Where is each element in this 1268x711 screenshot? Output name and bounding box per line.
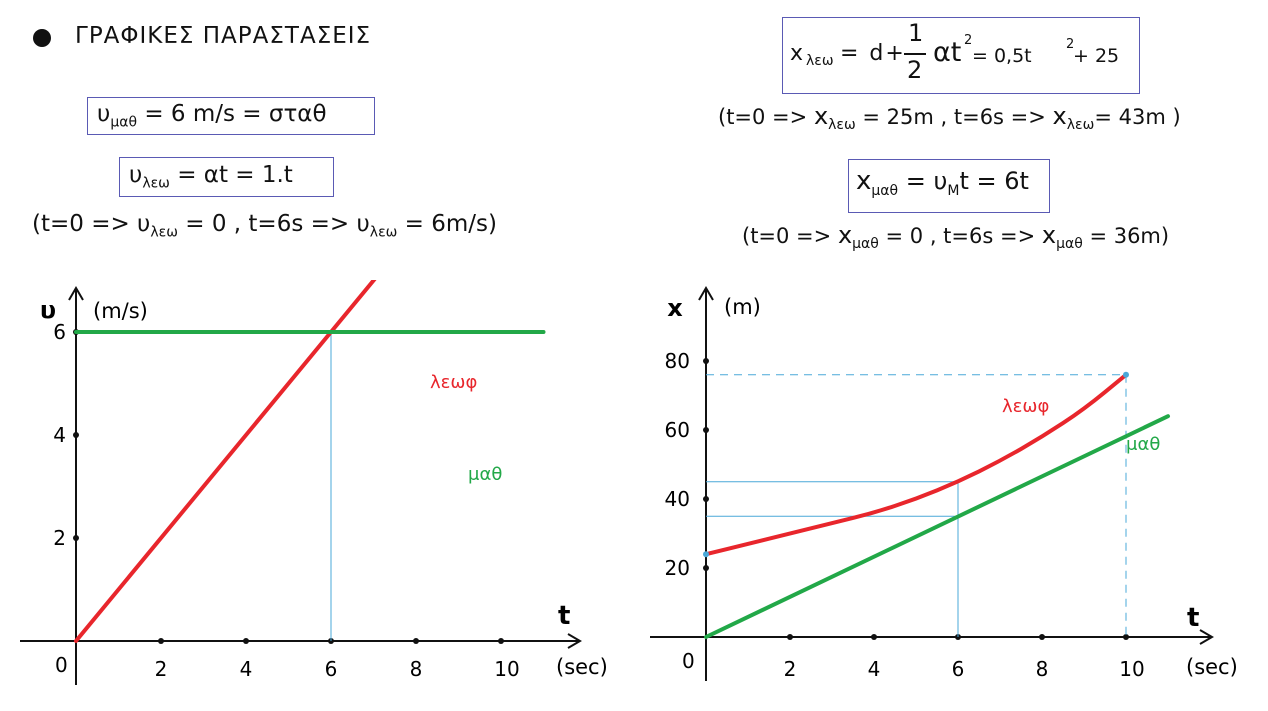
x-tick-label: 10 [1119, 657, 1144, 681]
x-tick-mark [1039, 634, 1045, 640]
y-tick-label: 2 [53, 526, 66, 550]
x-tick-label: 0 [55, 653, 68, 677]
eq-x-math: xμαθ = υΜt = 6t [856, 166, 1029, 199]
eq-v-math: υμαθ = 6 m/s = σταθ [97, 101, 327, 131]
x-tick-label: 2 [155, 657, 168, 681]
eq-v-math-box [87, 97, 375, 135]
x-tick-label: 8 [1036, 657, 1049, 681]
y-tick-mark [73, 535, 79, 541]
x-tick-label: 6 [325, 657, 338, 681]
eq-x-leo-values: (t=0 => xλεω = 25m , t=6s => xλεω= 43m ) [718, 102, 1181, 134]
x-axis-label: t [1187, 603, 1199, 633]
y-tick-mark [703, 565, 709, 571]
series-line-math [704, 414, 1170, 639]
y-tick-label: 80 [665, 349, 690, 373]
position-time-chart: x (m) t (sec) 0 2 4 6 8 10 20 40 60 80 λεωφ μαθ [650, 286, 1238, 681]
page-heading: ΓΡΑΦΙΚΕΣ ΠΑΡΑΣΤΑΣΕΙΣ [75, 23, 372, 49]
heading-bullet-icon [33, 29, 51, 47]
x-tick-label: 8 [410, 657, 423, 681]
y-tick-label: 6 [53, 320, 66, 344]
x-tick-label: 10 [494, 657, 519, 681]
x-axis-arrow-icon [1199, 629, 1214, 645]
x-tick-label: 0 [682, 649, 695, 673]
y-tick-label: 60 [665, 418, 690, 442]
eq-x-math-values: (t=0 => xμαθ = 0 , t=6s => xμαθ = 36m) [742, 221, 1170, 253]
x-axis-arrow-icon [567, 633, 582, 649]
x-tick-mark [498, 638, 504, 644]
x-axis-unit: (sec) [1186, 655, 1238, 679]
y-axis-unit: (m/s) [93, 299, 148, 323]
y-tick-label: 40 [665, 487, 690, 511]
y-tick-mark [703, 496, 709, 502]
series-point [1123, 371, 1129, 378]
y-axis-arrow-icon [698, 286, 714, 301]
x-tick-label: 2 [784, 657, 797, 681]
eq-v-values: (t=0 => υλεω = 0 , t=6s => υλεω = 6m/s) [32, 211, 498, 241]
eq-v-leo-box [119, 157, 334, 197]
x-tick-label: 6 [952, 657, 965, 681]
y-tick-mark [703, 427, 709, 433]
series-line-leof [74, 280, 377, 643]
y-axis-arrow-icon [68, 286, 84, 301]
x-tick-mark [787, 634, 793, 640]
x-tick-mark [1123, 634, 1129, 640]
y-axis-label: υ [40, 296, 56, 324]
x-tick-label: 4 [868, 657, 881, 681]
y-tick-label: 4 [53, 423, 66, 447]
series-point [703, 551, 709, 558]
y-tick-mark [73, 432, 79, 438]
series-label-math: μαθ [468, 464, 502, 485]
eq-x-leo-box [782, 17, 1140, 94]
x-tick-mark [243, 638, 249, 644]
y-axis-unit: (m) [724, 295, 761, 319]
eq-v-leo: υλεω = αt = 1.t [129, 162, 293, 192]
y-tick-label: 20 [665, 556, 690, 580]
y-tick-mark [703, 358, 709, 364]
eq-x-math-box [848, 159, 1050, 213]
x-tick-mark [158, 638, 164, 644]
x-axis-label: t [558, 601, 570, 631]
fraction-bar [904, 53, 926, 55]
y-axis-label: x [667, 294, 683, 322]
series-label-leof: λεωφ [430, 372, 477, 393]
velocity-time-chart: υ(m/s)t(sec)0246810246810λεωφμαθ [20, 280, 608, 685]
series-line-leof [704, 372, 1128, 557]
x-axis-unit: (sec) [556, 655, 608, 679]
series-label-leof: λεωφ [1002, 396, 1049, 417]
x-tick-mark [413, 638, 419, 644]
x-tick-label: 4 [240, 657, 253, 681]
series-label-math: μαθ [1126, 434, 1160, 455]
x-tick-mark [871, 634, 877, 640]
